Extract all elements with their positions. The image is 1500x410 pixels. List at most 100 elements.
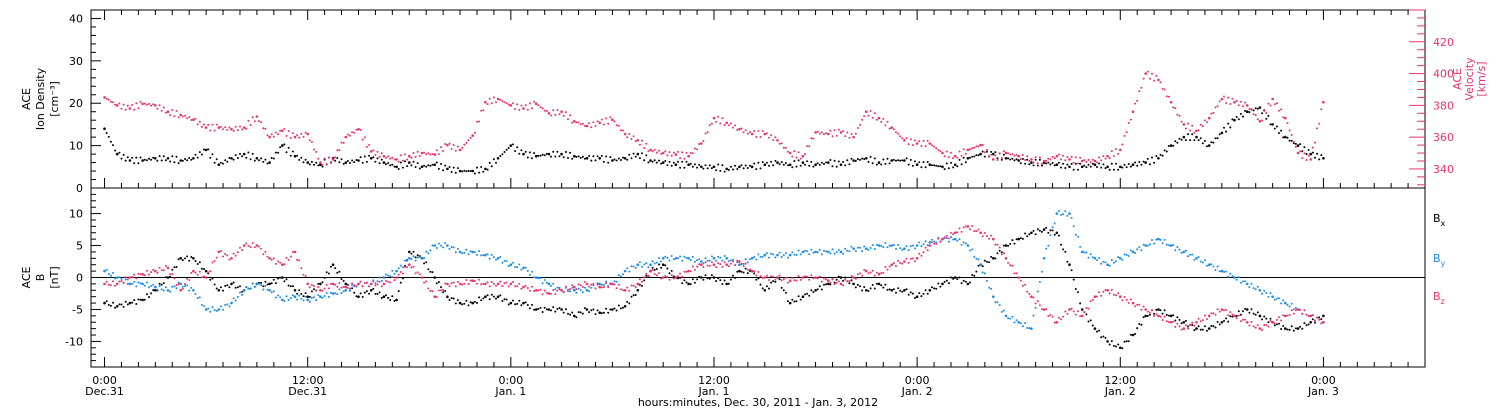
data-point: [122, 305, 125, 308]
data-point: [757, 253, 760, 256]
data-point: [1271, 295, 1274, 299]
data-point: [454, 171, 457, 174]
data-point: [788, 301, 792, 305]
data-point: [914, 260, 916, 263]
data-point: [901, 262, 904, 265]
data-point: [590, 309, 593, 312]
data-point: [211, 261, 214, 264]
legend-by: By: [1433, 252, 1446, 268]
data-point: [1123, 163, 1126, 166]
data-point: [298, 136, 301, 139]
data-point: [903, 260, 906, 263]
data-point: [209, 129, 212, 132]
data-point: [941, 165, 944, 169]
data-point: [1140, 323, 1143, 326]
data-point: [1261, 318, 1264, 321]
data-point: [1123, 340, 1126, 343]
data-point: [1187, 255, 1189, 258]
data-point: [285, 295, 288, 298]
data-point: [823, 249, 825, 252]
data-point: [399, 281, 402, 284]
data-point: [469, 301, 472, 304]
data-point: [145, 269, 148, 272]
data-point: [253, 246, 256, 249]
data-point: [404, 153, 406, 156]
data-point: [810, 137, 813, 140]
data-point: [154, 285, 157, 289]
data-point: [928, 289, 932, 292]
data-point: [842, 130, 845, 133]
data-point: [399, 264, 402, 267]
data-point: [488, 298, 491, 301]
data-point: [131, 104, 134, 106]
data-point: [264, 250, 267, 253]
data-point: [1093, 327, 1097, 330]
data-point: [823, 163, 825, 165]
data-point: [1252, 325, 1255, 328]
data-point: [302, 273, 305, 276]
data-point: [924, 240, 927, 243]
data-point: [708, 259, 711, 262]
data-point: [590, 126, 593, 129]
data-point: [330, 291, 332, 294]
data-point: [177, 283, 180, 286]
data-point: [124, 300, 127, 303]
data-point: [317, 164, 320, 167]
data-point: [1197, 129, 1200, 132]
data-point: [1138, 246, 1141, 249]
data-point: [719, 279, 722, 282]
data-point: [499, 155, 502, 157]
data-point: [253, 285, 256, 288]
data-point: [628, 133, 631, 135]
data-point: [382, 276, 386, 279]
data-point: [1180, 328, 1183, 331]
data-point: [1148, 163, 1151, 166]
data-point: [1032, 161, 1035, 164]
data-point: [1042, 159, 1046, 163]
data-point: [1245, 308, 1249, 311]
data-point: [1106, 165, 1109, 169]
data-point: [1273, 103, 1276, 106]
data-point: [1218, 323, 1221, 326]
data-point: [1229, 311, 1232, 314]
data-point: [613, 307, 616, 310]
data-point: [378, 162, 381, 165]
data-point: [1087, 320, 1090, 323]
data-point: [799, 164, 802, 167]
data-point: [1066, 156, 1069, 158]
data-point: [1077, 291, 1079, 294]
data-point: [213, 283, 216, 286]
data-point: [486, 253, 489, 256]
data-point: [363, 282, 366, 284]
data-point: [528, 307, 531, 310]
data-point: [875, 271, 878, 274]
data-point: [579, 156, 582, 159]
data-point: [1129, 165, 1132, 168]
data-point: [1258, 120, 1262, 123]
data-point: [1028, 163, 1031, 166]
data-point: [1294, 307, 1297, 310]
data-point: [812, 277, 815, 280]
data-point: [401, 159, 404, 162]
data-point: [768, 164, 770, 167]
data-point: [615, 280, 618, 283]
data-point: [454, 149, 457, 152]
data-point: [698, 258, 701, 261]
data-point: [467, 283, 470, 285]
data-point: [952, 233, 955, 236]
data-point: [1100, 336, 1103, 339]
data-point: [190, 286, 193, 289]
data-point: [1026, 155, 1029, 158]
data-point: [512, 143, 514, 146]
data-point: [804, 293, 806, 296]
data-point: [1138, 90, 1141, 93]
data-point: [994, 301, 997, 304]
data-point: [1320, 154, 1323, 157]
data-point: [939, 165, 942, 168]
data-point: [560, 110, 563, 113]
data-point: [431, 244, 434, 247]
data-point: [518, 299, 521, 302]
data-point: [602, 283, 605, 286]
data-point: [166, 289, 170, 292]
data-point: [839, 131, 843, 134]
